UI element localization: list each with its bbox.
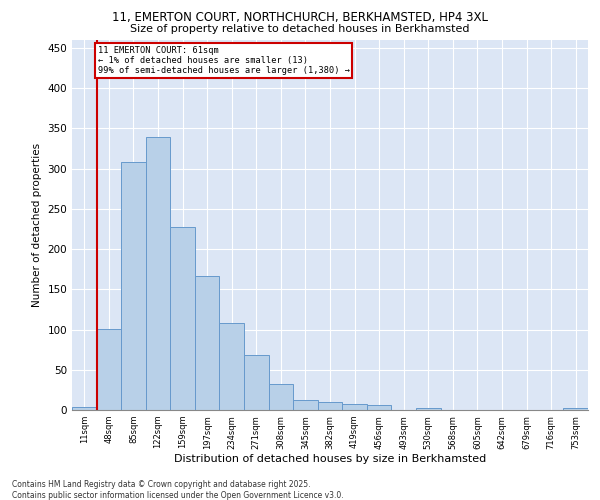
Bar (318, 402, 342, 410)
Bar (269, 384, 293, 410)
Bar (563, 408, 588, 410)
Text: Contains HM Land Registry data © Crown copyright and database right 2025.
Contai: Contains HM Land Registry data © Crown c… (12, 480, 344, 500)
Bar (146, 136, 170, 410)
Bar (97, 329, 121, 410)
Bar (367, 405, 391, 410)
Bar (293, 400, 318, 410)
Bar (416, 408, 440, 410)
Bar (72, 407, 97, 410)
Bar (220, 323, 244, 410)
Y-axis label: Number of detached properties: Number of detached properties (32, 143, 42, 307)
Text: Size of property relative to detached houses in Berkhamsted: Size of property relative to detached ho… (130, 24, 470, 34)
Bar (244, 356, 269, 410)
X-axis label: Distribution of detached houses by size in Berkhamsted: Distribution of detached houses by size … (174, 454, 486, 464)
Bar (342, 404, 367, 410)
Text: 11 EMERTON COURT: 61sqm
← 1% of detached houses are smaller (13)
99% of semi-det: 11 EMERTON COURT: 61sqm ← 1% of detached… (98, 46, 350, 76)
Bar (121, 162, 146, 410)
Bar (170, 226, 195, 410)
Bar (195, 276, 220, 410)
Text: 11, EMERTON COURT, NORTHCHURCH, BERKHAMSTED, HP4 3XL: 11, EMERTON COURT, NORTHCHURCH, BERKHAMS… (112, 11, 488, 24)
